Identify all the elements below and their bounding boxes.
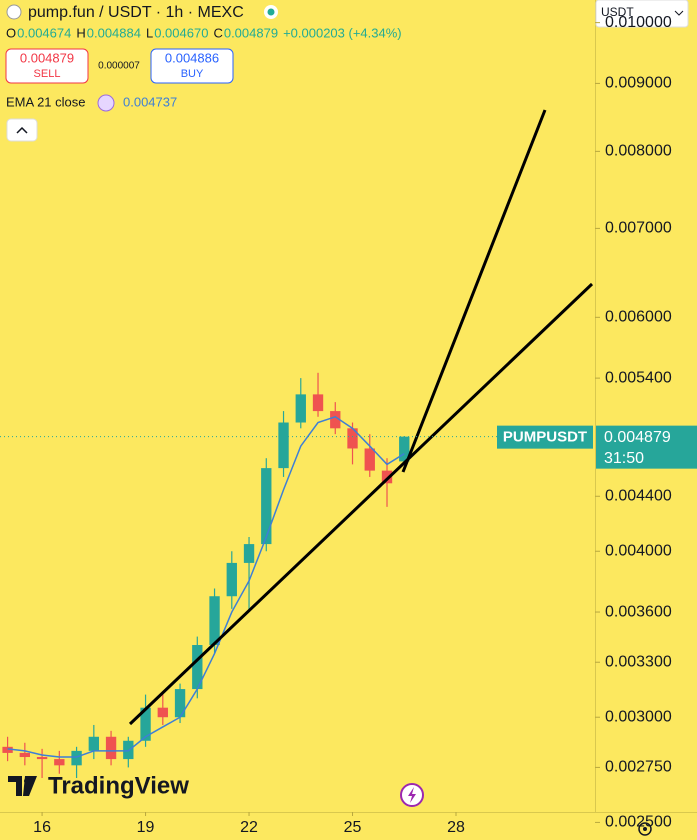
candle-body xyxy=(2,746,13,753)
sell-button[interactable] xyxy=(5,48,89,84)
x-tick-label: 19 xyxy=(137,819,155,836)
candle-body xyxy=(157,707,168,718)
settings-button[interactable] xyxy=(638,822,652,836)
candle-body xyxy=(140,707,151,741)
buy-button[interactable] xyxy=(150,48,234,84)
status-dot xyxy=(267,8,275,16)
y-tick-label: 0.009000 xyxy=(605,75,672,92)
ohlc-text: 0.004674 xyxy=(17,25,71,40)
sell-label: SELL xyxy=(34,68,61,80)
collapse-button[interactable] xyxy=(6,118,38,142)
collapse-icon xyxy=(16,126,28,134)
lightning-icon xyxy=(408,787,416,803)
plot xyxy=(2,372,410,779)
y-tick-label: 0.002750 xyxy=(605,759,672,776)
symbol-title[interactable]: pump.fun / USDT · 1h · MEXC xyxy=(28,4,244,21)
symbol-badge-text: PUMPUSDT xyxy=(503,429,587,446)
candle-body xyxy=(295,394,306,423)
y-tick-label: 0.003000 xyxy=(605,708,672,725)
candle-body xyxy=(243,544,255,563)
candle-body xyxy=(226,562,237,597)
ohlc-text: 0.004670 xyxy=(154,25,208,40)
y-tick-label: 0.003300 xyxy=(605,653,672,670)
x-tick-label: 16 xyxy=(33,819,51,836)
candle-body xyxy=(19,752,31,758)
price-badge xyxy=(596,425,697,469)
y-tick-label: 0.004400 xyxy=(605,487,672,504)
dropdown-icon xyxy=(674,10,684,16)
ohlc-text: L xyxy=(146,25,153,40)
currency-select[interactable] xyxy=(595,0,689,28)
ohlc-text: H xyxy=(76,25,85,40)
settings-icon xyxy=(643,827,647,831)
trend-line xyxy=(401,109,547,473)
buy-label: BUY xyxy=(181,68,204,80)
logo-mark xyxy=(8,776,37,796)
ohlc-text: +0.000203 (+4.34%) xyxy=(283,25,402,40)
candle-body xyxy=(312,394,324,412)
indicator-value: 0.004737 xyxy=(123,94,177,109)
y-tick-label: 0.003600 xyxy=(605,603,672,620)
price-badge-text: 0.004879 xyxy=(604,429,671,446)
candle-body xyxy=(330,411,341,429)
candle-body xyxy=(71,750,82,766)
currency: USDT xyxy=(601,5,634,19)
x-tick-label: 25 xyxy=(344,819,362,836)
ohlc-row: O 0.004674 H 0.004884 L 0.004670 C 0.004879 +0.0… xyxy=(6,25,402,40)
y-tick-label: 0.002500 xyxy=(605,814,672,831)
countdown-text: 31:50 xyxy=(604,450,644,467)
logo-text[interactable]: TradingView xyxy=(48,772,189,799)
candle-body xyxy=(88,736,99,751)
ema-line xyxy=(7,415,405,758)
candle-body xyxy=(192,645,203,690)
candle-body xyxy=(36,757,48,760)
candle-body xyxy=(364,448,375,471)
y-tick-label: 0.008000 xyxy=(605,143,672,160)
candle-body xyxy=(278,422,289,469)
spread: 0.000007 xyxy=(98,61,140,72)
y-tick-label: 0.006000 xyxy=(605,309,672,326)
candle-body xyxy=(261,468,272,545)
ohlc-text: 0.004879 xyxy=(224,25,278,40)
trend-line xyxy=(128,282,594,726)
candle-body xyxy=(399,436,410,462)
x-tick-label: 22 xyxy=(240,819,258,836)
symbol-icon xyxy=(6,4,22,20)
logo-mark xyxy=(24,778,30,784)
y-tick-label: 0.010000 xyxy=(605,14,672,31)
y-tick-label: 0.005400 xyxy=(605,369,672,386)
x-tick-label: 28 xyxy=(447,819,465,836)
ohlc-text: C xyxy=(213,25,222,40)
symbol-badge xyxy=(497,425,593,449)
indicator-icon[interactable] xyxy=(97,94,115,112)
candle-body xyxy=(54,759,65,766)
y-tick-label: 0.004000 xyxy=(605,542,672,559)
candle-body xyxy=(381,470,393,484)
candle-body xyxy=(347,428,358,449)
candle-body xyxy=(105,736,117,760)
ohlc-text: 0.004884 xyxy=(87,25,141,40)
candle-body xyxy=(174,689,186,718)
ohlc-text: O xyxy=(6,25,16,40)
candle-body xyxy=(209,596,220,646)
sell-price: 0.004879 xyxy=(20,50,74,65)
indicator-name[interactable]: EMA 21 close xyxy=(6,94,86,109)
y-tick-label: 0.007000 xyxy=(605,220,672,237)
buy-price: 0.004886 xyxy=(165,50,219,65)
